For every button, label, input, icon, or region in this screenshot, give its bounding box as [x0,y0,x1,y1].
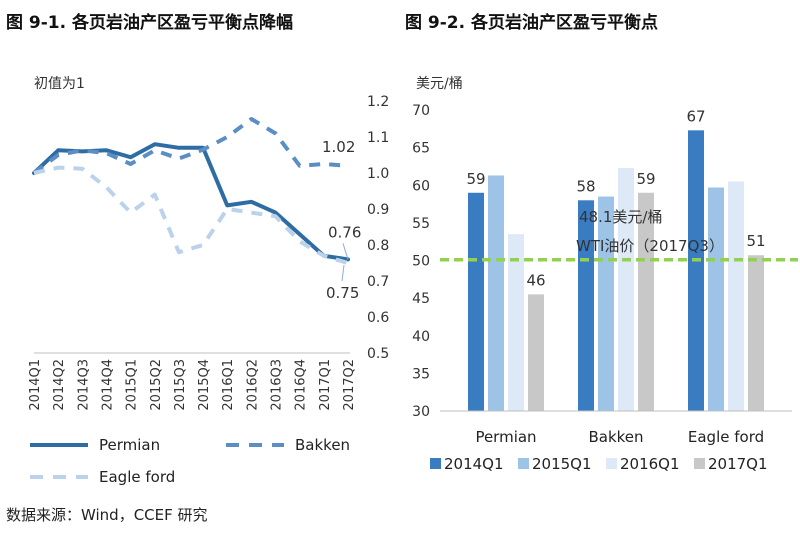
line-chart-x-tick: 2014Q4 [100,359,115,411]
bar-bakken-2015q1 [598,196,614,411]
line-chart-y-tick: 0.5 [367,346,389,362]
line-chart-x-tick: 2014Q1 [28,359,43,411]
bar-data-label: 58 [576,177,595,195]
legend-swatch-2017q1 [694,458,705,469]
wti-reference-label-name: WTI油价（2017Q3） [576,237,724,255]
legend-label-2017q1: 2017Q1 [708,455,768,473]
bar-data-label: 51 [746,232,765,250]
bar-chart-data-labels: 59 46 58 59 67 51 [466,107,765,289]
line-chart-x-axis: 2014Q1 2014Q2 2014Q3 2014Q4 2015Q1 2015Q2 2015… [28,359,357,411]
line-chart-x-tick: 2016Q1 [221,359,236,411]
line-chart-y-tick: 1.0 [367,166,389,182]
bar-data-label: 59 [466,170,485,188]
bar-chart-x-tick: Eagle ford [688,428,764,446]
legend-label-permian: Permian [99,436,160,454]
line-chart-x-tick: 2015Q4 [197,359,212,411]
legend-label-eagle-ford: Eagle ford [99,468,175,486]
line-chart-y-tick: 0.8 [367,238,389,254]
line-chart-y-axis: 1.2 1.1 1.0 0.9 0.8 0.7 0.6 0.5 [367,94,389,362]
bar-data-label: 59 [636,170,655,188]
bar-chart-title: 图 9-2. 各页岩油产区盈亏平衡点 [405,12,658,33]
line-chart-x-tick: 2015Q3 [173,359,188,411]
legend-swatch-2016q1 [606,458,617,469]
line-series-permian [32,142,350,262]
line-chart-y-tick: 0.9 [367,202,389,218]
line-chart-title: 图 9-1. 各页岩油产区盈亏平衡点降幅 [6,12,293,33]
legend-label-2015q1: 2015Q1 [532,455,592,473]
line-chart-annotations: 1.02 0.76 0.75 [322,138,361,302]
line-chart-y-tick: 1.2 [367,94,389,110]
bar-data-label: 46 [526,271,545,289]
bar-permian-2015q1 [488,175,504,411]
annotation-leader-eagle-ford [341,264,345,282]
bar-chart-x-tick: Bakken [588,428,643,446]
bar-chart-x-axis: Permian Bakken Eagle ford [475,428,764,446]
bar-chart-x-tick: Permian [475,428,536,446]
bar-permian-2017q1 [528,294,544,411]
annotation-eagle-ford-end: 0.75 [326,284,359,302]
legend-swatch-2014q1 [430,458,441,469]
bar-chart: 图 9-2. 各页岩油产区盈亏平衡点 美元/桶 70 65 60 55 50 45 40 35… [405,12,798,473]
line-chart-y-tick: 0.7 [367,274,389,290]
bar-chart-y-tick: 50 [412,254,430,270]
annotation-bakken-end: 1.02 [322,138,355,156]
bar-bakken-2016q1 [618,167,634,411]
line-chart-x-tick: 2015Q1 [125,359,140,411]
line-series-bakken [32,117,349,175]
bar-eagle-ford-2014q1 [688,130,704,411]
bar-chart-y-axis: 70 65 60 55 50 45 40 35 30 [412,103,430,420]
line-chart-x-tick: 2016Q3 [270,359,285,411]
line-chart-x-tick: 2016Q2 [245,359,260,411]
line-chart-x-tick: 2017Q1 [318,359,333,411]
bar-eagle-ford-2017q1 [748,255,764,411]
wti-reference-label-price: 48.1美元/桶 [579,208,662,226]
line-chart-x-tick: 2014Q3 [76,359,91,411]
legend-label-2016q1: 2016Q1 [620,455,680,473]
bar-chart-y-tick: 70 [412,103,430,119]
wti-reference: 48.1美元/桶 WTI油价（2017Q3） [440,208,798,262]
bar-bakken-2017q1 [638,192,654,411]
line-chart-x-tick: 2015Q2 [149,359,164,411]
line-chart-ylabel: 初值为1 [34,75,85,92]
bar-eagle-ford-2015q1 [708,187,724,411]
annotation-leader-permian [342,243,349,260]
bar-chart-plot [468,130,764,411]
line-chart: 图 9-1. 各页岩油产区盈亏平衡点降幅 初值为1 1.2 1.1 1.0 0.9 0.… [6,12,389,486]
bar-bakken-2014q1 [578,200,594,411]
legend-label-bakken: Bakken [295,436,350,454]
bar-chart-ylabel: 美元/桶 [416,76,463,92]
bar-chart-y-tick: 30 [412,404,430,420]
annotation-permian-end: 0.76 [328,223,361,241]
bar-permian-2014q1 [468,192,484,411]
line-chart-plot [32,117,350,265]
line-chart-y-tick: 0.6 [367,310,389,326]
bar-chart-y-tick: 40 [412,329,430,345]
line-chart-x-tick: 2017Q2 [342,359,357,411]
bar-chart-y-tick: 45 [412,291,430,307]
bar-chart-y-tick: 35 [412,366,430,382]
line-chart-legend: Permian Bakken Eagle ford [30,436,350,486]
line-chart-x-tick: 2016Q4 [294,359,309,411]
bar-data-label: 67 [686,107,705,125]
bar-chart-y-tick: 60 [412,178,430,194]
bar-chart-y-tick: 55 [412,216,430,232]
bar-eagle-ford-2016q1 [728,181,744,411]
bar-chart-y-tick: 65 [412,141,430,157]
bar-permian-2016q1 [508,234,524,411]
bar-chart-legend: 2014Q1 2015Q1 2016Q1 2017Q1 [430,455,768,473]
line-chart-y-tick: 1.1 [367,130,389,146]
legend-swatch-2015q1 [518,458,529,469]
line-series-eagle-ford [33,165,349,265]
source-note: 数据来源：Wind，CCEF 研究 [6,506,208,524]
legend-label-2014q1: 2014Q1 [444,455,504,473]
line-chart-x-tick: 2014Q2 [52,359,67,411]
